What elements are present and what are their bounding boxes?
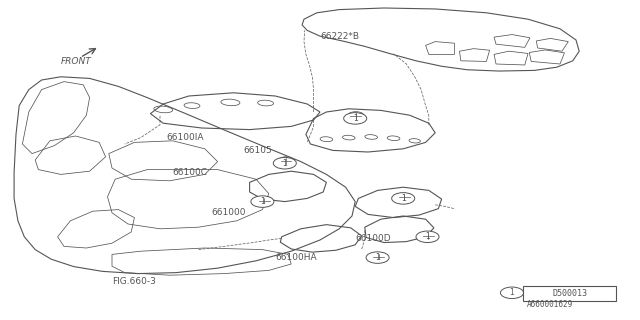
Circle shape — [344, 113, 367, 124]
Circle shape — [256, 196, 273, 205]
Circle shape — [500, 287, 524, 299]
Text: 66100IA: 66100IA — [166, 133, 204, 142]
Text: 66100D: 66100D — [355, 234, 391, 243]
Circle shape — [396, 193, 413, 202]
Text: 1: 1 — [353, 114, 358, 123]
Circle shape — [392, 193, 415, 204]
Text: 66100HA: 66100HA — [275, 253, 317, 262]
Text: A660001629: A660001629 — [527, 300, 573, 309]
Text: 1: 1 — [260, 197, 265, 206]
Circle shape — [251, 196, 274, 207]
Circle shape — [416, 231, 439, 243]
Text: 1: 1 — [375, 253, 380, 262]
Text: FIG.660-3: FIG.660-3 — [112, 277, 156, 286]
Text: D500013: D500013 — [552, 289, 587, 298]
Circle shape — [371, 252, 387, 261]
Text: 1: 1 — [509, 288, 515, 297]
Text: 1: 1 — [282, 159, 287, 168]
Text: 1: 1 — [425, 232, 430, 241]
Text: 66100C: 66100C — [173, 168, 208, 177]
Circle shape — [273, 157, 296, 169]
Text: FRONT: FRONT — [61, 57, 92, 66]
Text: 1: 1 — [401, 194, 406, 203]
Circle shape — [420, 232, 436, 241]
Circle shape — [366, 252, 389, 263]
Text: 661000: 661000 — [211, 208, 246, 217]
Circle shape — [348, 112, 364, 120]
Circle shape — [278, 157, 294, 165]
Text: 66222*B: 66222*B — [320, 32, 359, 41]
Text: 66105: 66105 — [243, 146, 272, 155]
